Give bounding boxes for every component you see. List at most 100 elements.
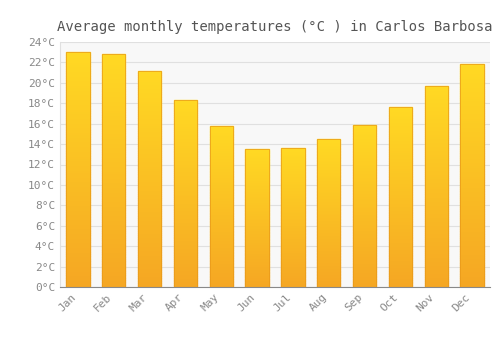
Bar [174, 108, 197, 110]
Bar [102, 191, 126, 194]
Bar [282, 214, 304, 215]
Bar [282, 241, 304, 243]
Bar [246, 190, 268, 192]
Bar [282, 240, 304, 241]
Bar [424, 88, 448, 90]
Bar [389, 220, 412, 222]
Bar [317, 253, 340, 254]
Bar [317, 154, 340, 155]
Bar [174, 265, 197, 266]
Bar [174, 177, 197, 178]
Bar [102, 266, 126, 268]
Bar [460, 236, 483, 238]
Bar [66, 221, 90, 224]
Bar [174, 283, 197, 285]
Bar [424, 100, 448, 102]
Bar [317, 204, 340, 205]
Bar [174, 246, 197, 248]
Bar [424, 211, 448, 212]
Bar [102, 96, 126, 98]
Bar [282, 286, 304, 287]
Bar [102, 124, 126, 126]
Bar [317, 250, 340, 251]
Bar [282, 169, 304, 170]
Bar [282, 231, 304, 233]
Bar [460, 256, 483, 258]
Bar [66, 64, 90, 66]
Bar [317, 186, 340, 188]
Bar [282, 269, 304, 270]
Bar [282, 194, 304, 195]
Bar [210, 132, 233, 134]
Bar [102, 282, 126, 285]
Bar [317, 232, 340, 234]
Bar [138, 110, 161, 112]
Bar [102, 115, 126, 117]
Bar [424, 102, 448, 104]
Bar [317, 260, 340, 262]
Bar [174, 113, 197, 115]
Bar [102, 240, 126, 243]
Bar [282, 205, 304, 206]
Bar [424, 271, 448, 273]
Bar [246, 215, 268, 217]
Bar [353, 191, 376, 193]
Bar [424, 204, 448, 206]
Bar [246, 177, 268, 178]
Bar [66, 144, 90, 146]
Bar [460, 136, 483, 138]
Bar [317, 226, 340, 228]
Bar [138, 77, 161, 79]
Bar [174, 138, 197, 139]
Bar [353, 160, 376, 162]
Bar [102, 177, 126, 180]
Bar [138, 114, 161, 116]
Bar [424, 162, 448, 164]
Bar [424, 251, 448, 253]
Bar [174, 231, 197, 233]
Bar [282, 267, 304, 269]
Bar [246, 229, 268, 231]
Bar [353, 280, 376, 282]
Bar [282, 206, 304, 208]
Bar [138, 241, 161, 244]
Bar [389, 156, 412, 158]
Bar [66, 141, 90, 144]
Bar [138, 188, 161, 190]
Bar [424, 195, 448, 196]
Bar [102, 226, 126, 229]
Bar [317, 189, 340, 191]
Bar [246, 178, 268, 180]
Bar [282, 161, 304, 162]
Bar [282, 152, 304, 154]
Bar [174, 158, 197, 160]
Bar [246, 224, 268, 225]
Bar [389, 269, 412, 271]
Bar [282, 176, 304, 177]
Bar [282, 259, 304, 261]
Bar [353, 193, 376, 195]
Bar [138, 79, 161, 82]
Bar [424, 148, 448, 150]
Bar [138, 161, 161, 164]
Bar [102, 136, 126, 138]
Bar [282, 258, 304, 259]
Bar [282, 173, 304, 175]
Bar [174, 229, 197, 231]
Bar [389, 179, 412, 181]
Bar [389, 201, 412, 203]
Bar [66, 92, 90, 94]
Bar [138, 153, 161, 155]
Bar [353, 165, 376, 167]
Bar [389, 120, 412, 122]
Bar [353, 237, 376, 238]
Bar [389, 181, 412, 183]
Bar [174, 186, 197, 188]
Bar [210, 266, 233, 268]
Bar [102, 143, 126, 145]
Bar [174, 188, 197, 190]
Bar [246, 166, 268, 167]
Bar [66, 170, 90, 172]
Bar [460, 142, 483, 145]
Bar [246, 160, 268, 162]
